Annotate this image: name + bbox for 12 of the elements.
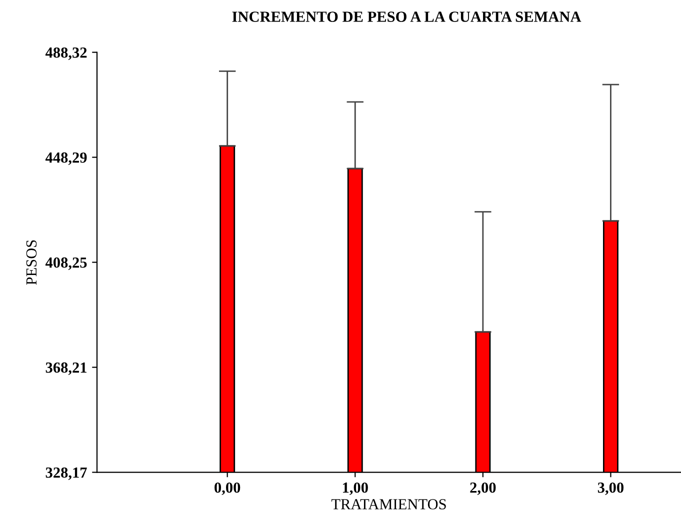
x-tick-label: 0,00 — [214, 482, 240, 495]
y-axis-title: PESOS — [26, 240, 37, 285]
chart-title: INCREMENTO DE PESO A LA CUARTA SEMANA — [232, 12, 582, 22]
x-tick-label: 1,00 — [342, 482, 368, 495]
x-tick-label: 3,00 — [598, 482, 624, 495]
y-tick-label: 448,29 — [45, 152, 87, 165]
y-tick-label: 408,25 — [45, 257, 87, 270]
y-tick-label: 328,17 — [46, 467, 87, 480]
x-axis-title: TRATAMIENTOS — [331, 499, 446, 510]
x-tick-label: 2,00 — [470, 482, 496, 495]
y-tick-label: 488,32 — [45, 47, 87, 60]
y-tick-label: 368,21 — [46, 362, 86, 375]
